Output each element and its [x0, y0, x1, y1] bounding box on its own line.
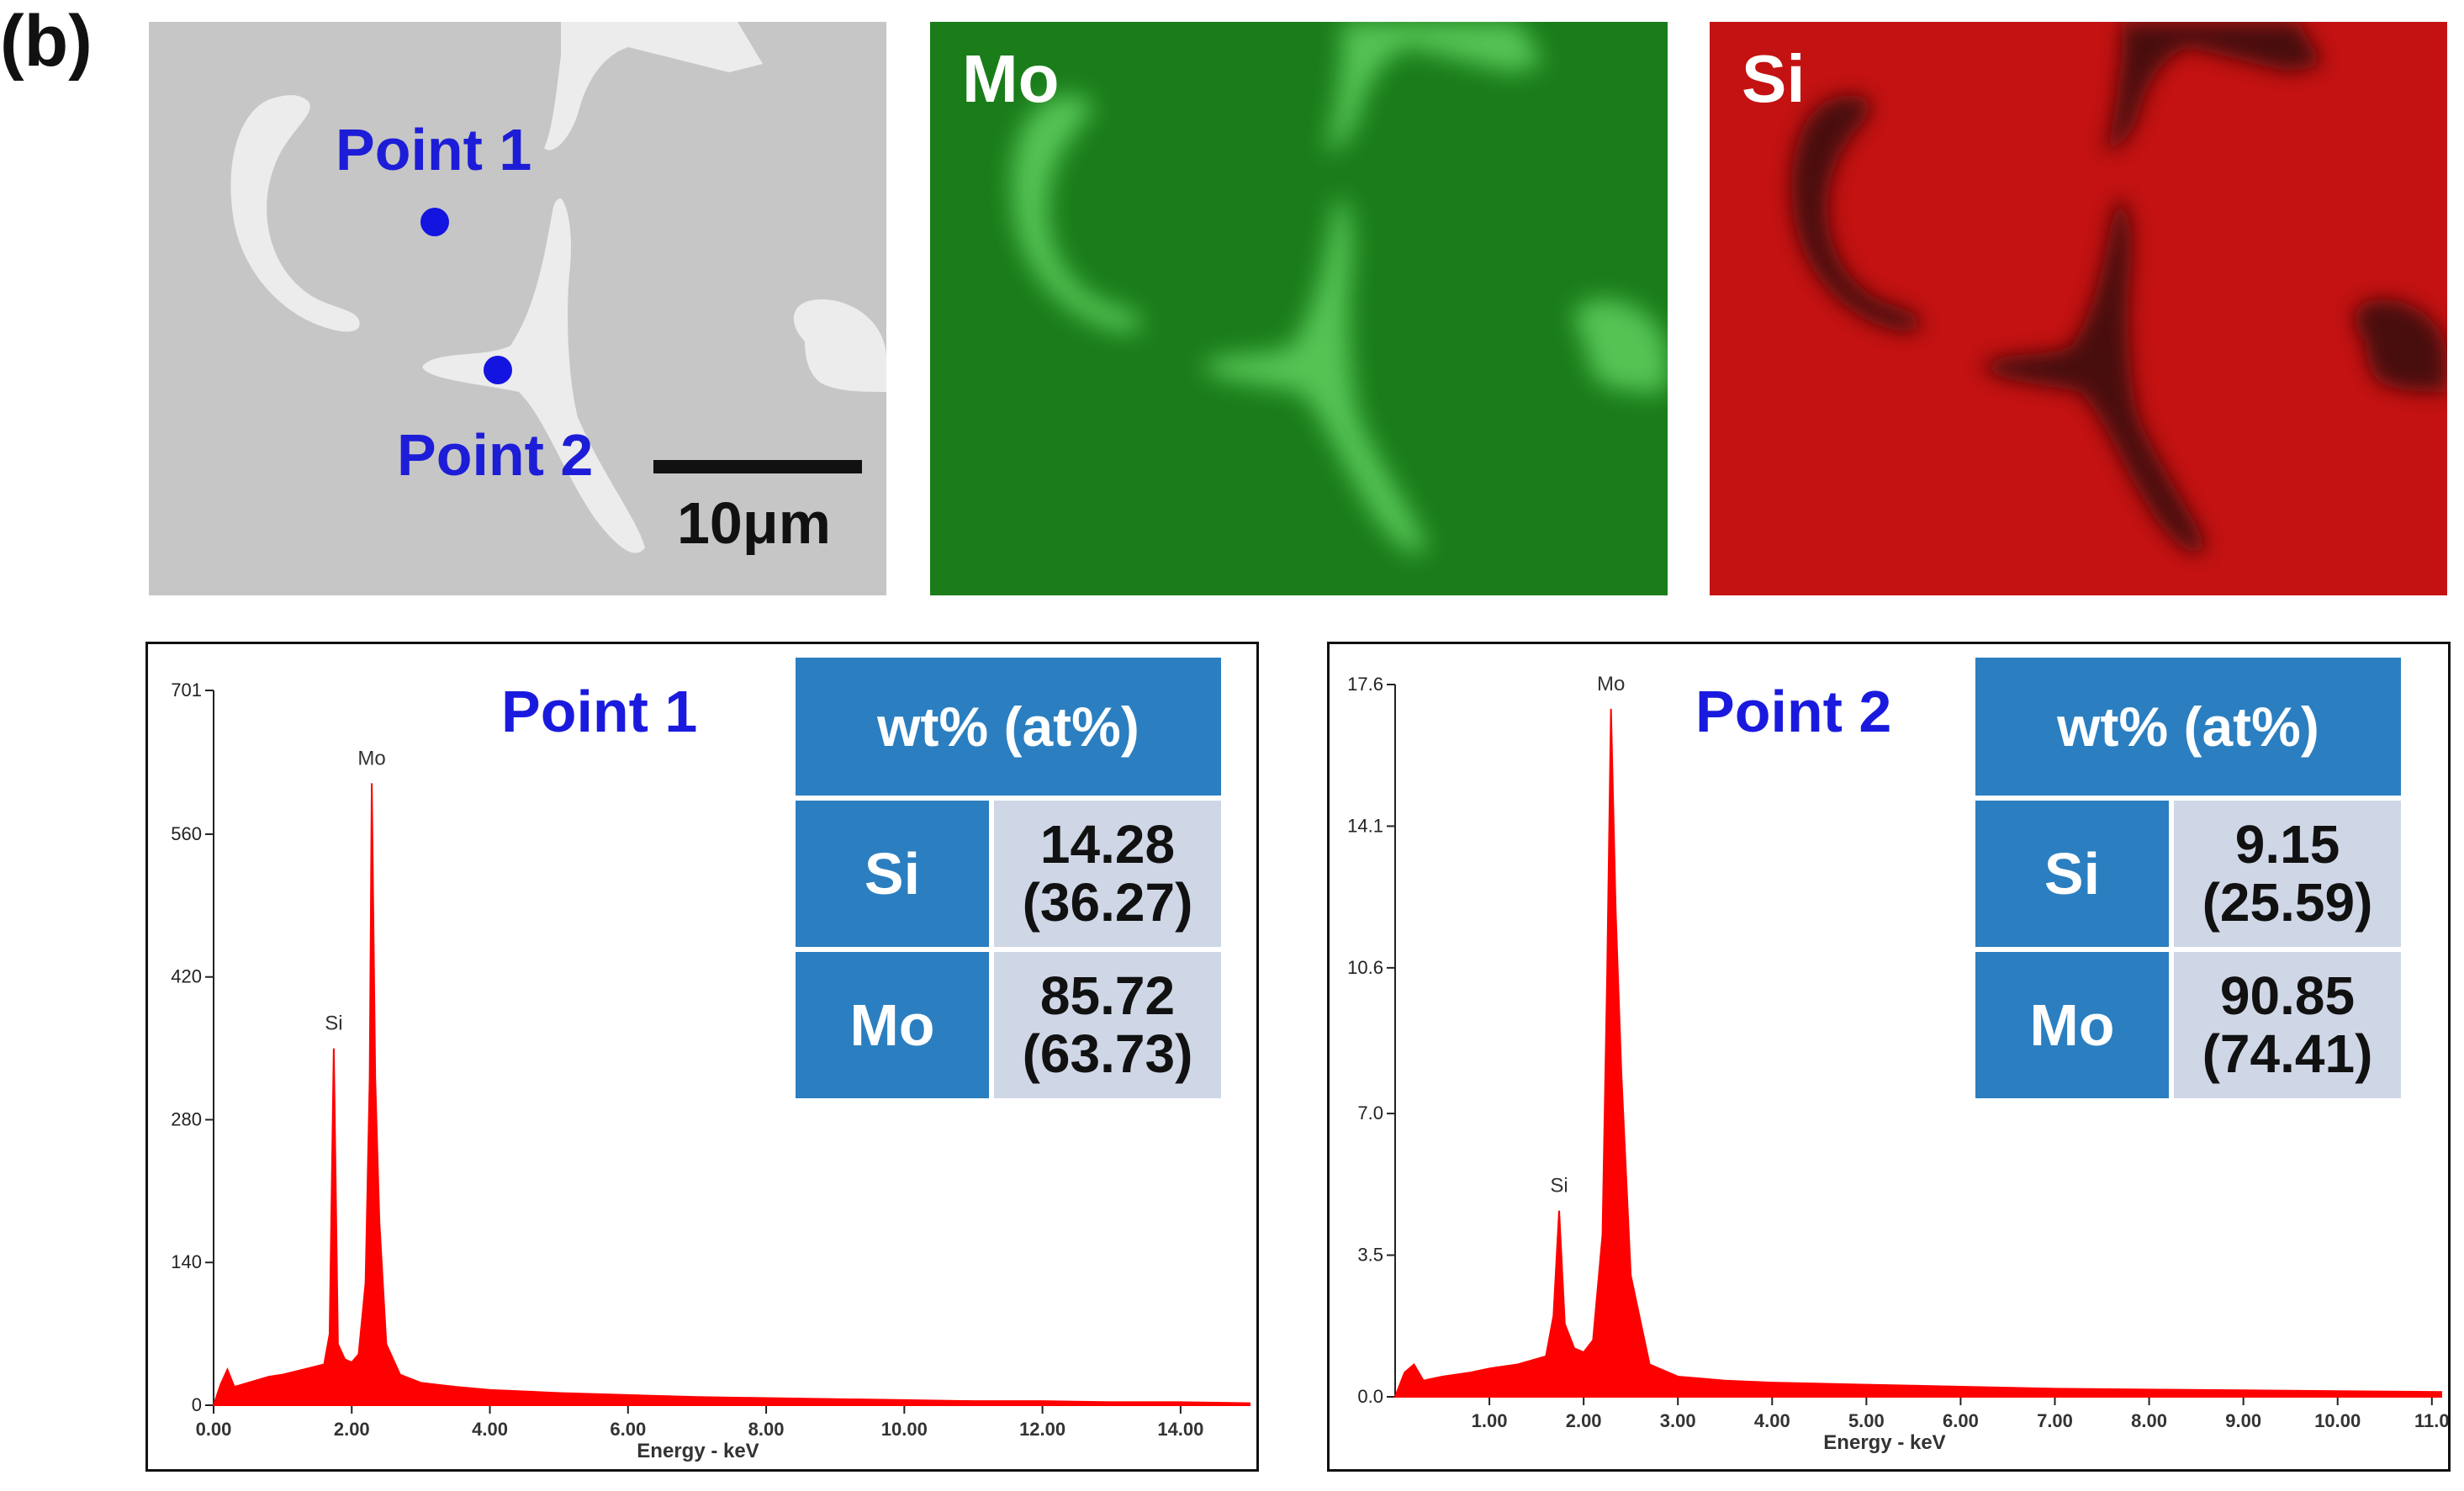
x-tick-label: 4.00 [472, 1419, 508, 1440]
table-row: Mo 85.72 (63.73) [796, 952, 1221, 1098]
spectrum-point-1: 0 140 280 420 560 701 0.00 2.00 4.00 6.00 8.00 10.0… [145, 642, 1259, 1472]
x-tick-label: 5.00 [1848, 1410, 1885, 1431]
x-axis-label: Energy - keV [1823, 1431, 1945, 1454]
wt-value: 85.72 [1039, 965, 1176, 1026]
peak-label: Mo [357, 747, 385, 769]
point-2-label: Point 2 [397, 422, 594, 488]
table-header: wt% (at%) [1975, 658, 2401, 796]
x-tick-label: 6.00 [1943, 1410, 1979, 1431]
y-tick-label: 3.5 [1357, 1245, 1383, 1266]
y-tick-label: 0.0 [1357, 1386, 1383, 1407]
figure-panel-label: (b) [0, 1, 93, 82]
peak-label: Mo [1597, 673, 1625, 695]
x-tick-label: 14.00 [1157, 1419, 1203, 1440]
at-value: (63.73) [1022, 1023, 1193, 1084]
x-tick-label: 0.00 [196, 1419, 232, 1440]
element-cell: Si [1975, 801, 2169, 947]
composition-table-point-1: wt% (at%) Si 14.28 (36.27) Mo 85.72 (63.… [790, 653, 1226, 1103]
point-1-marker [420, 208, 449, 236]
x-tick-label: 8.00 [2131, 1410, 2167, 1431]
x-axis-label: Energy - keV [637, 1440, 759, 1462]
wt-value: 14.28 [1039, 813, 1176, 875]
wt-value: 9.15 [2234, 813, 2340, 875]
x-tick-label: 4.00 [1754, 1410, 1790, 1431]
y-tick-label: 701 [171, 679, 202, 701]
y-tick-label: 0 [192, 1394, 202, 1415]
y-tick-label: 10.6 [1347, 957, 1383, 978]
si-eds-map: Si [1710, 22, 2447, 595]
element-cell: Mo [796, 952, 989, 1098]
spectrum-2-title: Point 2 [1695, 679, 1892, 744]
x-tick-label: 3.00 [1660, 1410, 1696, 1431]
spectrum-1-title: Point 1 [501, 679, 698, 744]
value-cell: 9.15 (25.59) [2174, 801, 2401, 947]
peak-label: Si [1550, 1175, 1568, 1198]
y-tick-label: 14.1 [1347, 815, 1383, 836]
x-tick-label: 2.00 [1566, 1410, 1602, 1431]
x-tick-label: 11.0 [2414, 1410, 2448, 1431]
x-tick-label: 7.00 [2037, 1410, 2073, 1431]
y-tick-label: 280 [171, 1108, 202, 1129]
composition-table-point-2: wt% (at%) Si 9.15 (25.59) Mo 90.85 (74.4… [1970, 653, 2406, 1103]
sem-image: Point 1 Point 2 10μm [149, 22, 886, 595]
spectrum-series [1393, 708, 2442, 1398]
mo-map-image [930, 22, 1668, 595]
x-tick-label: 9.00 [2225, 1410, 2261, 1431]
point-1-label: Point 1 [336, 117, 532, 182]
x-tick-label: 10.00 [2314, 1410, 2361, 1431]
at-value: (25.59) [2202, 872, 2373, 933]
peak-label: Si [325, 1013, 342, 1035]
x-tick-label: 2.00 [334, 1419, 370, 1440]
table-row: Si 9.15 (25.59) [1975, 801, 2401, 947]
element-cell: Mo [1975, 952, 2169, 1098]
x-tick-label: 8.00 [748, 1419, 785, 1440]
spectrum-chart-point-1: 0 140 280 420 560 701 0.00 2.00 4.00 6.00 8.00 10.0… [171, 679, 1251, 1462]
spectrum-series [212, 783, 1251, 1406]
y-tick-label: 560 [171, 823, 202, 844]
x-tick-label: 6.00 [610, 1419, 646, 1440]
point-2-marker [484, 356, 512, 384]
mo-eds-map: Mo [930, 22, 1668, 595]
sem-micrograph [149, 22, 886, 595]
y-tick-label: 17.6 [1347, 674, 1383, 695]
scale-bar-label: 10μm [677, 490, 831, 556]
value-cell: 85.72 (63.73) [994, 952, 1221, 1098]
value-cell: 14.28 (36.27) [994, 801, 1221, 947]
at-value: (74.41) [2202, 1023, 2373, 1084]
si-map-label: Si [1742, 41, 1806, 116]
x-tick-label: 1.00 [1472, 1410, 1508, 1431]
y-tick-label: 140 [171, 1251, 202, 1272]
element-cell: Si [796, 801, 989, 947]
x-tick-label: 10.00 [881, 1419, 928, 1440]
value-cell: 90.85 (74.41) [2174, 952, 2401, 1098]
scale-bar [653, 460, 862, 473]
x-tick-label: 12.00 [1019, 1419, 1065, 1440]
y-tick-label: 7.0 [1357, 1102, 1383, 1124]
si-map-image [1710, 22, 2447, 595]
at-value: (36.27) [1022, 872, 1193, 933]
y-tick-label: 420 [171, 966, 202, 987]
mo-map-label: Mo [962, 41, 1060, 116]
spectrum-point-2: 0.0 3.5 7.0 10.6 14.1 17.6 1.00 2.00 3.00 4.00 5.0… [1327, 642, 2451, 1472]
table-row: Si 14.28 (36.27) [796, 801, 1221, 947]
wt-value: 90.85 [2219, 965, 2356, 1026]
table-header: wt% (at%) [796, 658, 1221, 796]
table-row: Mo 90.85 (74.41) [1975, 952, 2401, 1098]
spectrum-chart-point-2: 0.0 3.5 7.0 10.6 14.1 17.6 1.00 2.00 3.00 4.00 5.0… [1347, 673, 2448, 1454]
